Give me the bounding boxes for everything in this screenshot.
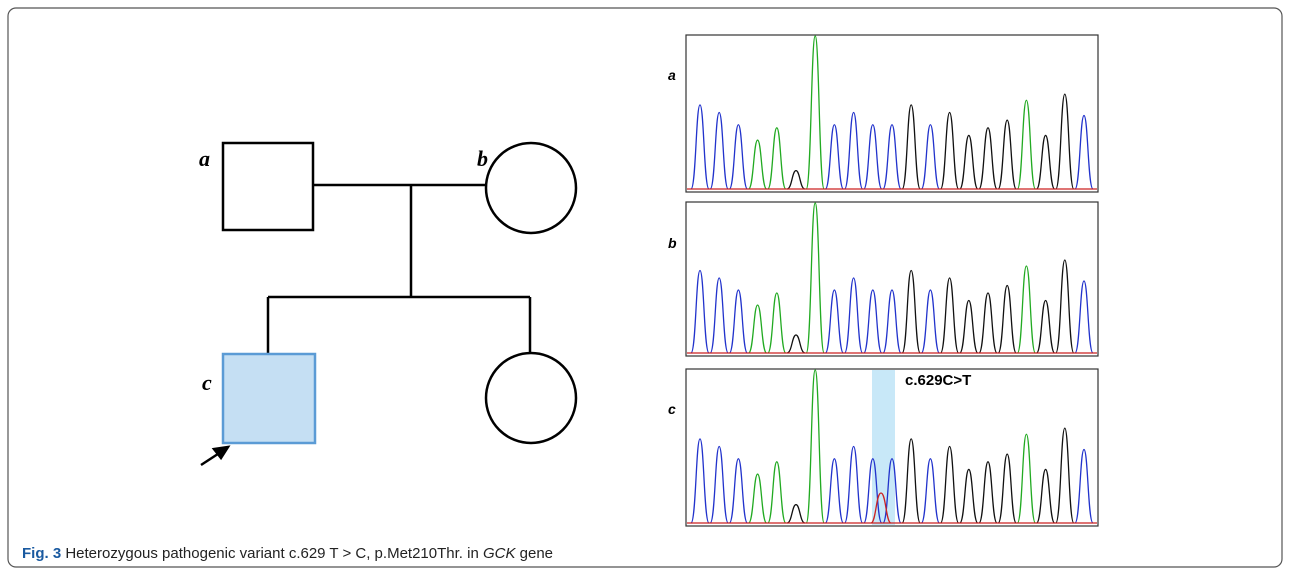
pedigree-label: a	[199, 146, 210, 171]
caption-text: Heterozygous pathogenic variant c.629 T …	[65, 545, 478, 562]
variant-highlight	[872, 370, 895, 525]
chromatogram-panel	[686, 35, 1098, 192]
chromatogram-label: a	[668, 67, 676, 83]
chromatograms	[686, 35, 1098, 526]
caption-label: Fig. 3	[22, 545, 61, 562]
variant-annotation: c.629C>T	[905, 372, 971, 389]
chromatogram-label: b	[668, 235, 677, 251]
chromatogram-label: c	[668, 401, 676, 417]
pedigree-label: b	[477, 146, 488, 171]
chromatogram-panel	[686, 202, 1098, 356]
page: a b c a b c c.629C>T Fig. 3 Heterozygous…	[0, 0, 1290, 576]
caption: Fig. 3 Heterozygous pathogenic variant c…	[22, 545, 553, 562]
caption-suffix: gene	[520, 545, 553, 562]
gene-name: GCK	[483, 545, 516, 562]
figure: a b c a b c c.629C>T	[0, 0, 1290, 576]
pedigree	[201, 143, 576, 465]
pedigree-label: c	[202, 370, 212, 395]
